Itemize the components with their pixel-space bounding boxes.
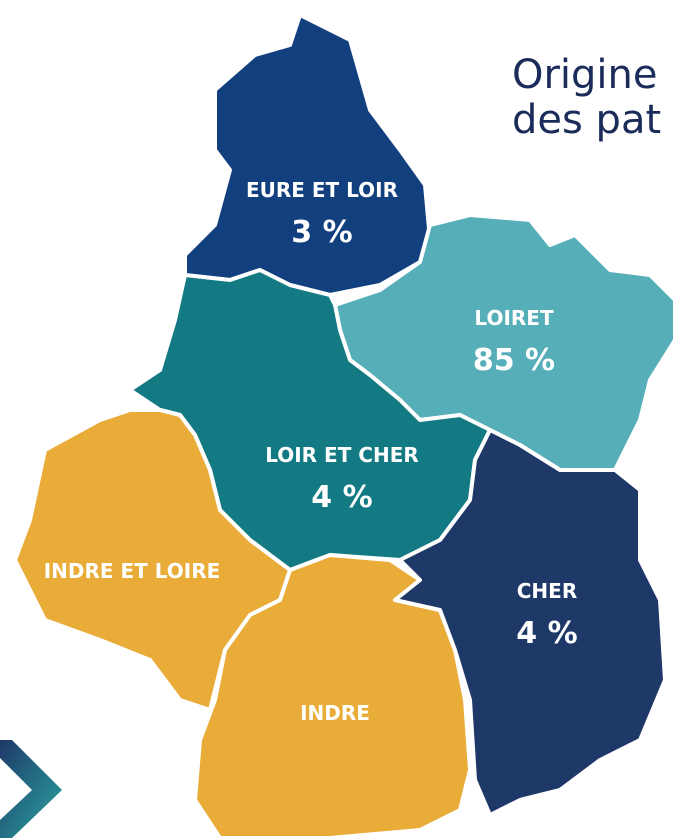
title-line: des pat — [512, 97, 661, 143]
region — [393, 428, 667, 817]
region-name: LOIRET — [474, 306, 554, 330]
region — [183, 13, 432, 297]
region-name: CHER — [517, 579, 577, 603]
region-name: INDRE — [300, 701, 370, 725]
region-name: INDRE ET LOIRE — [44, 559, 221, 583]
region-name: EURE ET LOIR — [246, 178, 398, 202]
title-line: Origine — [512, 52, 658, 98]
chevron-icon — [0, 740, 62, 838]
region-value: 4 % — [311, 480, 372, 515]
region-value: 85 % — [473, 343, 555, 378]
region-value: 3 % — [291, 215, 352, 250]
region-name: LOIR ET CHER — [265, 443, 419, 467]
region-value: 4 % — [516, 616, 577, 651]
